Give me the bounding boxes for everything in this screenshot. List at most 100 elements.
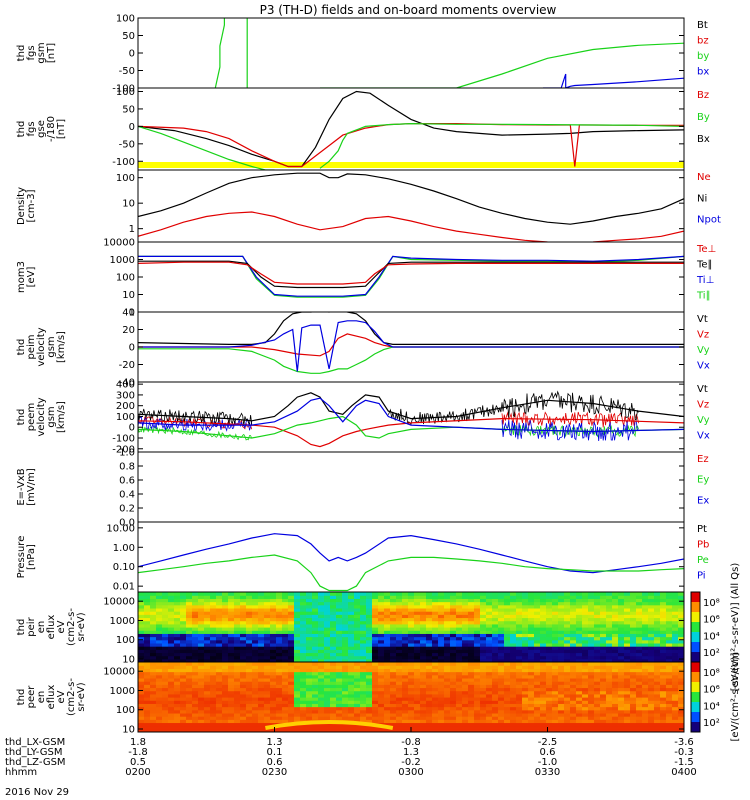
spectrogram-cell <box>624 633 631 638</box>
spectrogram-cell <box>510 592 517 596</box>
spectrogram-cell <box>654 646 661 650</box>
spectrogram-cell <box>576 595 583 599</box>
spectrogram-cell <box>186 598 193 603</box>
spectrogram-cell <box>540 646 547 650</box>
spectrogram-cell <box>618 652 625 657</box>
spectrogram-cell <box>192 697 199 701</box>
spectrogram-cell <box>168 687 175 692</box>
spectrogram-cell <box>252 725 259 730</box>
spectrogram-cell <box>288 697 295 701</box>
spectrogram-cell <box>612 725 619 730</box>
spectrogram-cell <box>486 709 493 714</box>
spectrogram-cell <box>348 681 355 685</box>
spectrogram-cell <box>630 693 637 698</box>
spectrogram-cell <box>252 646 259 650</box>
spectrogram-cell <box>354 697 361 701</box>
spectrogram-cell <box>516 623 523 628</box>
spectrogram-cell <box>516 604 523 609</box>
spectrogram-cell <box>282 716 289 720</box>
spectrogram-cell <box>198 716 205 720</box>
spectrogram-cell <box>174 722 181 727</box>
spectrogram-cell <box>420 690 427 695</box>
spectrogram-cell <box>318 681 325 685</box>
spectrogram-cell <box>348 693 355 698</box>
spectrogram-cell <box>624 709 631 714</box>
spectrogram-cell <box>414 725 421 730</box>
spectrogram-cell <box>150 706 157 711</box>
spectrogram-cell <box>516 627 523 631</box>
spectrogram-cell <box>288 620 295 625</box>
spectrogram-cell <box>270 623 277 628</box>
spectrogram-cell <box>450 598 457 603</box>
spectrogram-cell <box>552 630 559 634</box>
spectrogram-cell <box>258 627 265 631</box>
spectrogram-cell <box>534 636 541 641</box>
spectrogram-cell <box>246 725 253 730</box>
spectrogram-cell <box>528 706 535 711</box>
spectrogram-cell <box>312 601 319 606</box>
spectrogram-cell <box>654 620 661 625</box>
spectrogram-cell <box>636 728 643 732</box>
spectrogram-cell <box>144 614 151 619</box>
spectrogram-cell <box>492 716 499 720</box>
spectrogram-cell <box>558 719 565 724</box>
spectrogram-cell <box>456 716 463 720</box>
spectrogram-cell <box>192 665 199 669</box>
spectrogram-cell <box>660 592 667 596</box>
spectrogram-cell <box>624 681 631 685</box>
spectrogram-cell <box>204 604 211 609</box>
spectrogram-cell <box>606 693 613 698</box>
spectrogram-cell <box>678 712 684 717</box>
spectrogram-cell <box>282 620 289 625</box>
spectrogram-cell <box>420 687 427 692</box>
spectrogram-cell <box>648 592 655 596</box>
spectrogram-cell <box>594 617 601 622</box>
spectrogram-cell <box>492 620 499 625</box>
spectrogram-cell <box>240 709 247 714</box>
spectrogram-cell <box>504 646 511 650</box>
spectrogram-cell <box>504 690 511 695</box>
spectrogram-cell <box>498 639 505 644</box>
spectrogram-cell <box>156 703 163 708</box>
spectrogram-cell <box>426 658 433 662</box>
spectrogram-cell <box>354 665 361 669</box>
spectrogram-cell <box>300 728 307 732</box>
spectrogram-cell <box>552 639 559 644</box>
spectrogram-cell <box>270 671 277 676</box>
spectrogram-cell <box>630 662 637 666</box>
spectrogram-cell <box>426 601 433 606</box>
spectrogram-cell <box>504 671 511 676</box>
spectrogram-cell <box>606 687 613 692</box>
spectrogram-cell <box>504 703 511 708</box>
spectrogram-cell <box>468 620 475 625</box>
spectrogram-cell <box>414 649 421 654</box>
spectrogram-cell <box>372 633 379 638</box>
spectrogram-cell <box>138 627 145 631</box>
spectrogram-cell <box>198 674 205 679</box>
spectrogram-cell <box>678 719 684 724</box>
spectrogram-cell <box>528 633 535 638</box>
spectrogram-cell <box>498 595 505 599</box>
colorbar-frame <box>690 661 701 733</box>
spectrogram-cell <box>600 706 607 711</box>
spectrogram-cell <box>282 728 289 732</box>
spectrogram-cell <box>282 633 289 638</box>
spectrogram-cell <box>150 623 157 628</box>
spectrogram-cell <box>378 662 385 666</box>
spectrogram-cell <box>216 674 223 679</box>
series-peem-Vx <box>138 397 684 433</box>
spectrogram-cell <box>276 674 283 679</box>
spectrogram-cell <box>486 636 493 641</box>
spectrogram-cell <box>414 697 421 701</box>
spectrogram-cell <box>468 595 475 599</box>
spectrogram-cell <box>342 712 349 717</box>
spectrogram-cell <box>264 649 271 654</box>
spectrogram-cell <box>210 620 217 625</box>
spectrogram-cell <box>288 617 295 622</box>
spectrogram-cell <box>402 592 409 596</box>
spectrogram-cell <box>468 681 475 685</box>
spectrogram-cell <box>288 611 295 615</box>
spectrogram-cell <box>432 627 439 631</box>
spectrogram-cell <box>318 601 325 606</box>
spectrogram-cell <box>528 690 535 695</box>
